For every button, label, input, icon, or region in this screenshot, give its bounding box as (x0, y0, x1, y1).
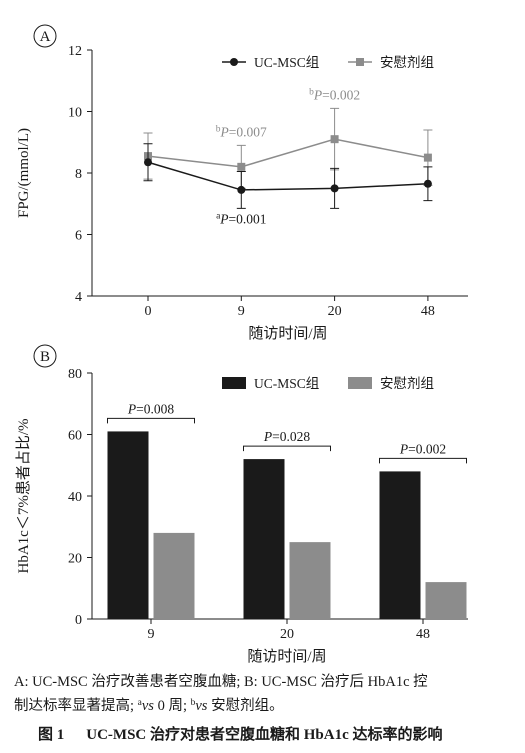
legend-label-ucmsc-group: UC-MSC组 (254, 376, 319, 391)
series-line-ucmsc-group (147, 161, 428, 191)
bar-ucmsc-group (379, 471, 421, 619)
p-value-annotation: aP=0.001 (216, 211, 266, 226)
y-tick-label: 12 (68, 44, 82, 59)
p-value: =0.007 (229, 124, 267, 139)
panel-a-badge-circle (33, 24, 57, 48)
legend-swatch-placebo-group (348, 377, 372, 389)
p-symbol: P (313, 87, 322, 102)
legend-marker-ucmsc-group (230, 58, 238, 66)
p-value-annotation: bP=0.002 (309, 87, 360, 102)
y-tick-label: 4 (75, 290, 82, 305)
annotation-superscript: b (309, 87, 314, 97)
data-point-placebo-group (423, 153, 432, 162)
panel-b-letter: B (40, 349, 50, 365)
data-point-ucmsc-group (330, 184, 339, 193)
caption-note-text: 0 周; (153, 698, 191, 714)
x-tick-label: 0 (145, 304, 152, 319)
y-tick-label: 20 (68, 552, 82, 567)
bar-placebo-group (425, 582, 467, 619)
figure-title: UC-MSC 治疗对患者空腹血糖和 HbA1c 达标率的影响 (86, 727, 443, 743)
x-tick-label: 48 (416, 627, 430, 642)
x-tick-label: 9 (148, 627, 155, 642)
p-value: =0.002 (408, 441, 446, 456)
x-tick-label: 48 (421, 304, 435, 319)
p-symbol: P (263, 429, 272, 444)
caption-note-line-1: A: UC-MSC 治疗改善患者空腹血糖; B: UC-MSC 治疗后 HbA1… (14, 674, 428, 690)
p-value: =0.002 (322, 87, 360, 102)
data-point-ucmsc-group (144, 158, 152, 167)
data-point-ucmsc-group (237, 185, 246, 194)
p-symbol: P (399, 441, 408, 456)
bar-placebo-group (153, 532, 195, 619)
y-tick-label: 8 (75, 167, 82, 182)
x-axis-title: 随访时间/周 (248, 325, 327, 342)
p-symbol: P (220, 124, 229, 139)
bar-placebo-group (289, 542, 331, 619)
caption-note-text: 安慰剂组。 (207, 698, 284, 714)
y-axis-title: FPG/(mmol/L) (16, 128, 32, 218)
caption-vs-italic: vs (195, 698, 208, 714)
significance-bracket (379, 457, 467, 464)
p-value: =0.028 (272, 429, 310, 444)
caption-note-line-2: 制达标率显著提高; avs 0 周; bvs 安慰剂组。 (14, 697, 284, 717)
annotation-superscript: b (216, 124, 221, 134)
p-symbol: P (127, 401, 136, 416)
p-symbol: P (219, 211, 228, 226)
caption-note-text: 制达标率显著提高; (14, 698, 138, 714)
p-value: =0.001 (229, 211, 267, 226)
series-line-placebo-group (147, 138, 429, 168)
legend-label-placebo-group: 安慰剂组 (380, 375, 434, 391)
p-value: =0.008 (136, 401, 174, 416)
panel-b-badge-circle (33, 344, 57, 368)
y-tick-label: 80 (68, 367, 82, 382)
legend-label-ucmsc-group: UC-MSC组 (254, 55, 319, 70)
caption-superscript-a: a (137, 698, 142, 708)
data-point-ucmsc-group (423, 179, 432, 188)
y-axis-title: HbA1c＜7%患者占比/% (15, 419, 32, 574)
significance-bracket (107, 417, 195, 424)
caption-superscript-b: b (190, 698, 196, 708)
significance-bracket (243, 445, 331, 452)
annotation-superscript: a (216, 211, 221, 221)
x-tick-label: 20 (280, 627, 294, 642)
legend-marker-placebo-group (356, 58, 364, 66)
data-point-placebo-group (330, 135, 339, 144)
figure-number: 图 1 (38, 727, 65, 743)
data-point-placebo-group (237, 162, 246, 171)
caption-vs-italic: vs (141, 698, 154, 714)
y-tick-label: 60 (68, 429, 82, 444)
p-value-label: P=0.008 (127, 401, 174, 416)
panel-a-letter: A (40, 29, 51, 45)
y-tick-label: 40 (68, 490, 82, 505)
bar-ucmsc-group (243, 459, 285, 619)
legend-label-placebo-group: 安慰剂组 (380, 54, 434, 70)
p-value-annotation: bP=0.007 (216, 124, 267, 139)
x-tick-label: 20 (328, 304, 342, 319)
y-tick-label: 0 (75, 613, 82, 628)
p-value-label: P=0.002 (399, 441, 446, 456)
x-axis-title: 随访时间/周 (247, 648, 326, 665)
y-tick-label: 10 (68, 106, 82, 121)
y-tick-label: 6 (75, 229, 82, 244)
p-value-label: P=0.028 (263, 429, 310, 444)
bar-ucmsc-group (107, 431, 149, 619)
x-tick-label: 9 (238, 304, 245, 319)
legend-swatch-ucmsc-group (222, 377, 246, 389)
figure-caption-title: 图 1 UC-MSC 治疗对患者空腹血糖和 HbA1c 达标率的影响 (38, 726, 443, 744)
